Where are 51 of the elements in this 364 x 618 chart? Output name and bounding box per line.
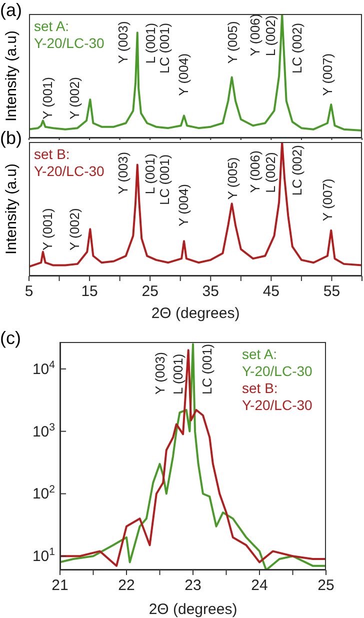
text: set A: Y-20/LC-30: [242, 346, 312, 379]
annotation: Y (006): [247, 150, 262, 193]
y-tick-label: 10$^{2}$: [32, 484, 56, 503]
y-axis-title: Intensity (a.u): [3, 30, 20, 122]
annotation: LC (001): [200, 344, 215, 394]
x-tick-label: 24: [251, 577, 268, 594]
annotation: Y (005): [225, 157, 240, 200]
annotation: Y (003): [115, 152, 130, 194]
annotation: LC (001): [157, 154, 172, 205]
y-tick-label: 10$^{4}$: [32, 358, 56, 378]
x-tick-label: 15: [81, 283, 98, 300]
annotation: LC (001): [157, 22, 172, 74]
x-tick-label: 23: [184, 577, 202, 594]
y-tick-label: 10$^{1}$: [32, 546, 56, 566]
annotation: Y (004): [176, 53, 192, 96]
chart-title: (c): [0, 328, 21, 349]
y-axis-title: Intensity (a.u): [3, 164, 20, 254]
x-tick-label: 25: [142, 283, 158, 300]
x-axis-title: 2Θ (degrees): [148, 601, 238, 618]
y-tick-label: 10$^{3}$: [32, 421, 56, 440]
x-tick-label: 35: [202, 283, 219, 300]
chart-title: (a): [0, 0, 22, 21]
annotation: LC (002): [289, 22, 304, 74]
x-tick-label: 25: [318, 577, 334, 594]
annotation: Y (001): [40, 76, 55, 120]
annotation: Y (007): [320, 178, 335, 222]
text: set A: Y-20/LC-30: [34, 18, 104, 51]
x-tick-label: 5: [24, 283, 34, 300]
chart-title: (b): [0, 128, 22, 149]
annotation: Y (001): [40, 208, 55, 251]
x-tick-label: 22: [118, 577, 135, 594]
x-tick-label: 45: [262, 283, 280, 300]
x-tick-label: 21: [52, 577, 68, 594]
x-tick-label: 55: [323, 283, 340, 300]
annotation: Y (007): [320, 53, 335, 96]
x-axis-title: 2Θ (degrees): [151, 305, 240, 322]
annotation: LC (002): [289, 145, 304, 196]
annotation: L (001): [142, 154, 158, 194]
annotation: L (001): [170, 354, 186, 394]
annotation: Y (002): [66, 76, 82, 120]
annotation: Y (003): [152, 352, 168, 394]
annotation: Y (003): [115, 21, 130, 64]
text: set B: Y-20/LC-30: [242, 380, 312, 413]
annotation: Y (002): [66, 208, 82, 251]
annotation: L (002): [262, 152, 278, 193]
text: set B: Y-20/LC-30: [34, 146, 104, 179]
annotation: Y (005): [225, 21, 240, 64]
annotation: Y (006): [247, 14, 262, 56]
annotation: L (002): [262, 15, 278, 56]
annotation: L (001): [142, 22, 158, 64]
annotation: Y (004): [176, 184, 192, 226]
